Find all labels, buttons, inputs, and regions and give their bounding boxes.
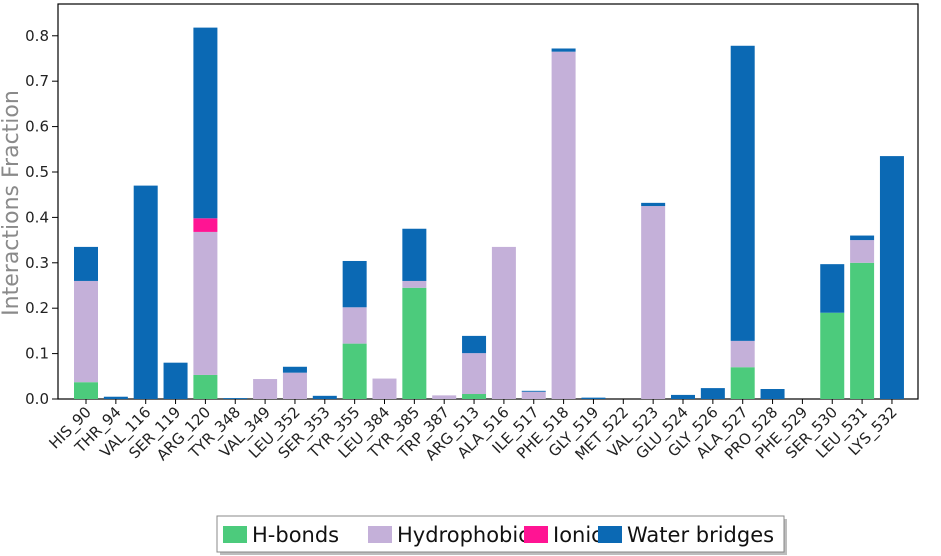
y-tick-label: 0.8	[25, 27, 49, 45]
bar-segment-hydrophobic	[253, 379, 278, 399]
bar-segment-water-bridges	[700, 388, 725, 399]
y-tick-label: 0.0	[25, 390, 49, 408]
bar-segment-water-bridges	[312, 395, 337, 399]
bar-segment-hydrophobic	[521, 391, 546, 399]
bar-segment-hydrophobic	[372, 378, 397, 399]
bar-segment-water-bridges	[850, 235, 875, 241]
legend-swatch	[524, 526, 548, 543]
bar-segment-h-bonds	[850, 262, 875, 399]
bar-segment-water-bridges	[163, 362, 188, 399]
bar-segment-water-bridges	[342, 260, 367, 308]
legend-box	[216, 515, 785, 553]
bar-segment-hydrophobic	[730, 340, 755, 368]
legend-label: Ionic	[553, 523, 603, 547]
bar-segment-h-bonds	[74, 382, 98, 399]
bar-segment-hydrophobic	[342, 307, 367, 344]
bar-segment-water-bridges	[74, 246, 98, 281]
bar-segment-hydrophobic	[282, 372, 307, 399]
bar-segment-water-bridges	[133, 185, 158, 399]
y-tick-label: 0.3	[25, 254, 49, 272]
bar-segment-hydrophobic	[551, 51, 576, 399]
bar-segment-water-bridges	[879, 156, 904, 399]
bar-segment-h-bonds	[820, 312, 845, 399]
x-axis: HIS_90THR_94VAL_116SER_119ARG_120TYR_348…	[45, 399, 901, 465]
y-tick-label: 0.1	[25, 345, 49, 363]
bar-segment-water-bridges	[730, 45, 755, 341]
bar-segment-hydrophobic	[402, 280, 427, 288]
bar-segment-hydrophobic	[74, 280, 98, 383]
y-tick-label: 0.4	[25, 208, 49, 226]
bar-segment-water-bridges	[760, 389, 785, 399]
y-axis-label: Interactions Fraction	[0, 90, 24, 316]
bar-segment-water-bridges	[820, 264, 845, 313]
bar-segment-water-bridges	[282, 366, 307, 373]
bar-segment-hydrophobic	[491, 246, 516, 399]
legend-label: H-bonds	[252, 523, 339, 547]
bar-segment-water-bridges	[521, 390, 546, 392]
legend-label: Hydrophobic	[397, 523, 530, 547]
bar-segment-h-bonds	[462, 394, 487, 399]
bar-segment-water-bridges	[462, 335, 487, 354]
legend-swatch	[223, 526, 247, 543]
legend-swatch	[368, 526, 392, 543]
bar-segment-hydrophobic	[462, 353, 487, 395]
bar-segment-hydrophobic	[641, 206, 666, 399]
bar-segment-water-bridges	[103, 396, 128, 399]
legend-label: Water bridges	[627, 523, 774, 547]
plot-area-border	[57, 3, 919, 400]
y-tick-label: 0.6	[25, 118, 49, 136]
y-tick-label: 0.2	[25, 299, 49, 317]
bar-segment-water-bridges	[223, 398, 248, 399]
bar-segment-water-bridges	[551, 48, 576, 52]
bar-segment-h-bonds	[193, 374, 218, 399]
legend-swatch	[598, 526, 622, 543]
y-tick-label: 0.5	[25, 163, 49, 181]
y-tick-label: 0.7	[25, 72, 49, 90]
bar-segment-h-bonds	[402, 287, 427, 399]
bar-segment-hydrophobic	[850, 240, 875, 263]
legend: H-bonds Hydrophobic Ionic Water bridges	[216, 515, 787, 555]
bar-segment-h-bonds	[730, 367, 755, 399]
bar-segment-hydrophobic	[193, 231, 218, 375]
plot-frame	[57, 3, 919, 400]
bar-segment-water-bridges	[671, 394, 695, 399]
bar-segment-ionic	[193, 218, 218, 232]
bar-segment-water-bridges	[193, 27, 218, 219]
bar-segment-water-bridges	[402, 228, 427, 281]
bars-group	[74, 27, 904, 399]
bar-segment-hydrophobic	[432, 395, 457, 399]
y-axis: 0.0 0.1 0.2 0.3 0.4 0.5 0.6 0.7 0.8	[25, 27, 58, 408]
bar-segment-water-bridges	[581, 397, 606, 399]
bar-segment-h-bonds	[342, 343, 367, 399]
bar-segment-water-bridges	[641, 202, 666, 207]
